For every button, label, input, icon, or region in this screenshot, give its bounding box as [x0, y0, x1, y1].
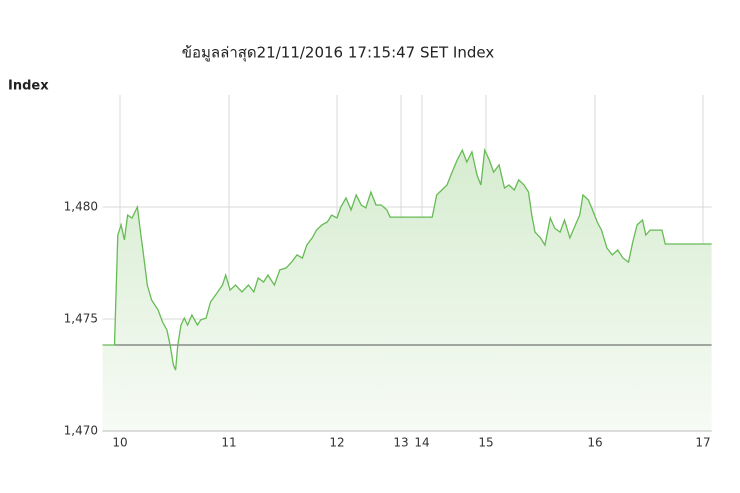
x-tick-label: 14: [414, 436, 429, 450]
y-tick-label: 1,480: [64, 200, 98, 214]
x-tick-label: 13: [393, 436, 408, 450]
x-tick-label: 16: [587, 436, 602, 450]
x-tick-label: 12: [329, 436, 344, 450]
y-axis-label: Index: [8, 79, 49, 94]
area-fill: [102, 150, 712, 431]
x-tick-label: 17: [695, 436, 710, 450]
chart-title: ข้อมูลล่าสุด21/11/2016 17:15:47 SET Inde…: [182, 44, 495, 63]
x-tick-label: 10: [112, 436, 127, 450]
y-tick-label: 1,475: [64, 312, 98, 326]
x-tick-label: 15: [478, 436, 493, 450]
x-tick-label: 11: [221, 436, 236, 450]
y-tick-label: 1,470: [64, 424, 98, 438]
price-line: [102, 147, 712, 371]
